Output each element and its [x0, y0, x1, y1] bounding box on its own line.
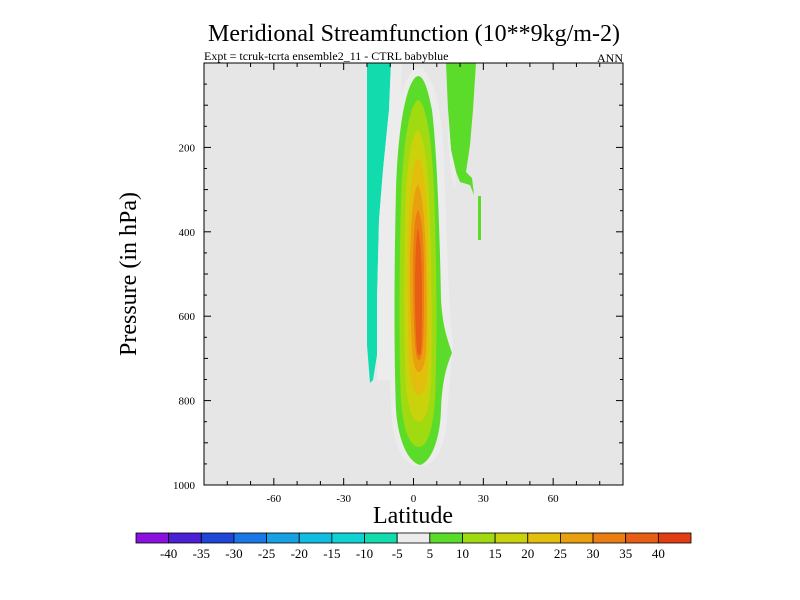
colorbar-label: 25: [554, 546, 567, 561]
colorbar-swatch: [592, 532, 627, 544]
contour-fills: [367, 63, 481, 466]
colorbar-label: -5: [392, 546, 403, 561]
colorbar-swatch: [200, 532, 235, 544]
colorbar-label: 30: [587, 546, 600, 561]
colorbar-swatch: [168, 532, 202, 544]
y-axis-title: Pressure (in hPa): [116, 192, 142, 356]
y-tick-label: 200: [179, 142, 196, 154]
colorbar: -40 -35 -30 -25 -20 -15 -10 -5 5 10 15 20 25 30 35 40: [135, 532, 692, 561]
x-tick-label: 0: [411, 493, 417, 505]
colorbar-label: -20: [291, 546, 308, 561]
colorbar-swatch: [331, 532, 365, 544]
colorbar-label: 40: [652, 546, 665, 561]
colorbar-label: -25: [258, 546, 275, 561]
y-tick-label: 600: [179, 311, 196, 323]
colorbar-swatch: [364, 532, 398, 544]
colorbar-swatch: [625, 532, 659, 544]
axes: -60 -30 0 30 60 200 400 600 800 1000: [173, 62, 624, 505]
x-tick-label: 60: [548, 493, 560, 505]
x-tick-label: -60: [266, 493, 281, 505]
colorbar-swatch: [494, 532, 529, 544]
colorbar-label: -15: [323, 546, 340, 561]
x-tick-label: -30: [336, 493, 351, 505]
colorbar-label: 20: [521, 546, 534, 561]
contour-upper-branch-tail: [456, 172, 474, 195]
colorbar-label: -35: [193, 546, 210, 561]
colorbar-swatch: [462, 532, 496, 544]
colorbar-swatch: [560, 532, 594, 544]
colorbar-label: 15: [489, 546, 502, 561]
colorbar-swatch: [527, 532, 561, 544]
colorbar-label: -10: [356, 546, 373, 561]
x-axis-title: Latitude: [373, 503, 453, 529]
colorbar-label: 5: [427, 546, 434, 561]
colorbar-swatch: [266, 532, 300, 544]
colorbar-swatch: [429, 532, 463, 544]
y-tick-label: 1000: [173, 480, 196, 492]
colorbar-label: 10: [456, 546, 469, 561]
contour-isolated-blob: [478, 196, 481, 240]
colorbar-label: -30: [225, 546, 242, 561]
chart-title: Meridional Streamfunction (10**9kg/m-2): [208, 21, 620, 47]
colorbar-swatch: [396, 532, 431, 544]
colorbar-swatch: [298, 532, 333, 544]
colorbar-swatch: [233, 532, 267, 544]
colorbar-label: -40: [160, 546, 177, 561]
contour-core-35: [415, 228, 422, 355]
contour-neg-band: [367, 63, 391, 383]
x-tick-label: 30: [478, 493, 490, 505]
y-tick-label: 400: [179, 227, 196, 239]
colorbar-label: 35: [619, 546, 632, 561]
contour-upper-branch: [446, 63, 476, 172]
y-tick-label: 800: [179, 396, 196, 408]
colorbar-swatch: [135, 532, 170, 544]
chart-subtitle: Expt = tcruk-tcrta ensemble2_11 - CTRL b…: [204, 49, 448, 63]
colorbar-swatch: [657, 532, 692, 544]
chart-season: ANN: [597, 51, 623, 65]
contour-upper-branch-white: [448, 110, 456, 190]
